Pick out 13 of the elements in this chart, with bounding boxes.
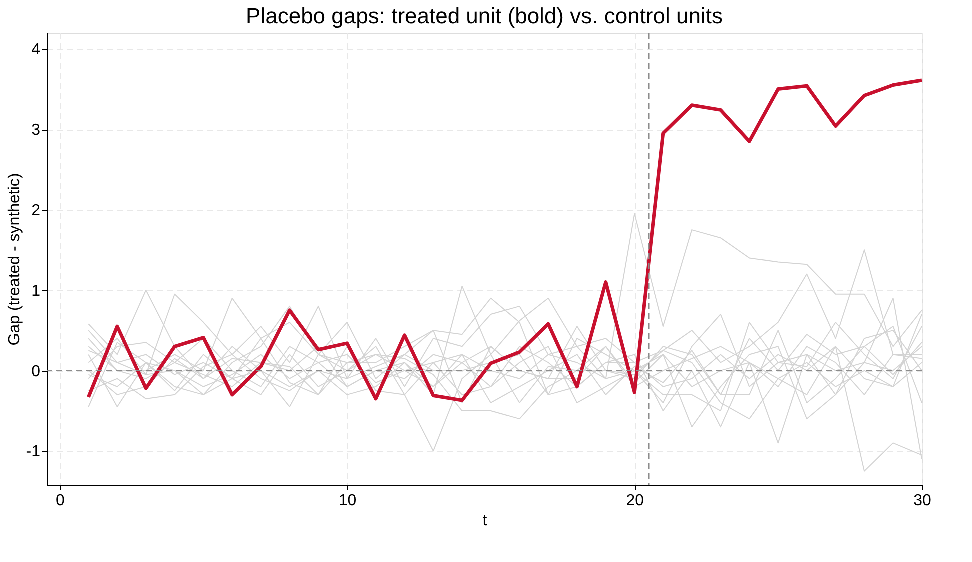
x-axis-title: t (482, 512, 488, 530)
y-tick-label: -1 (26, 444, 41, 461)
x-tick-label: 0 (56, 492, 65, 510)
x-tick-label: 10 (338, 492, 357, 510)
x-tick-label: 30 (914, 492, 932, 510)
x-tick-label: 20 (626, 492, 644, 510)
y-tick-label: 1 (32, 282, 41, 300)
y-tick-label: 3 (32, 122, 41, 140)
chart-title: Placebo gaps: treated unit (bold) vs. control units (246, 3, 723, 28)
y-axis-title: Gap (treated - synthetic) (6, 173, 24, 346)
y-tick-label: 2 (32, 202, 41, 220)
y-tick-label: 4 (32, 42, 41, 59)
y-tick-label: 0 (32, 363, 41, 380)
